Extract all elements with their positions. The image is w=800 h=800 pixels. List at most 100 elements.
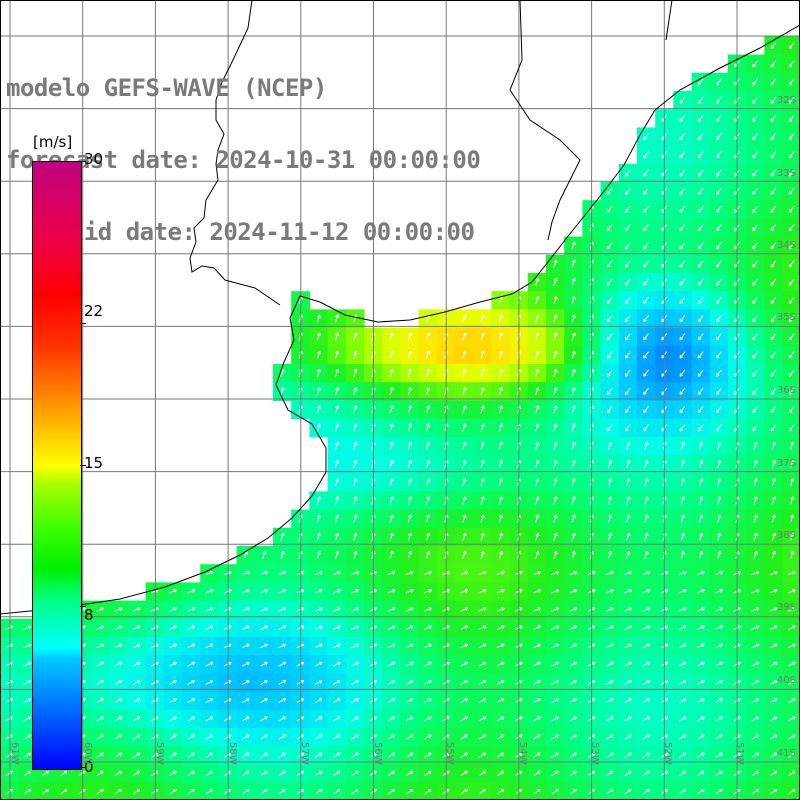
wind-arrow bbox=[334, 387, 340, 396]
wind-arrow bbox=[260, 770, 268, 777]
wind-arrow bbox=[551, 570, 560, 576]
wind-arrow bbox=[643, 169, 649, 177]
wind-arrow bbox=[624, 770, 632, 777]
wind-arrow bbox=[260, 589, 268, 594]
wind-arrow bbox=[752, 151, 759, 159]
wind-arrow bbox=[187, 643, 196, 649]
wind-arrow bbox=[387, 589, 396, 594]
wind-arrow bbox=[642, 752, 650, 758]
wind-arrow bbox=[717, 550, 722, 560]
wind-arrow bbox=[278, 570, 287, 576]
wind-arrow bbox=[243, 550, 249, 560]
wind-arrow bbox=[644, 441, 649, 450]
wind-arrow bbox=[769, 770, 778, 777]
wind-arrow bbox=[696, 643, 705, 649]
wind-arrow bbox=[405, 625, 414, 631]
wind-arrow bbox=[571, 277, 576, 287]
wind-arrow bbox=[353, 496, 358, 505]
wind-arrow bbox=[498, 332, 503, 341]
wind-arrow bbox=[625, 169, 631, 177]
wind-arrow bbox=[425, 405, 431, 414]
wind-arrow bbox=[716, 96, 722, 104]
lat-label-32s: 32S bbox=[776, 95, 796, 106]
wind-arrow bbox=[114, 698, 123, 704]
wind-arrow bbox=[353, 441, 358, 450]
wind-arrow bbox=[332, 643, 341, 649]
wind-arrow bbox=[460, 643, 469, 649]
wind-arrow bbox=[771, 478, 776, 487]
wind-arrow bbox=[334, 405, 340, 414]
wind-arrow bbox=[788, 224, 795, 232]
wind-arrow bbox=[753, 532, 758, 541]
wind-arrow bbox=[96, 679, 105, 685]
wind-arrow bbox=[624, 734, 632, 740]
wind-arrow bbox=[787, 607, 796, 612]
wind-arrow bbox=[787, 625, 796, 631]
wind-arrow bbox=[696, 570, 705, 576]
wind-arrow bbox=[788, 734, 796, 740]
wind-arrow bbox=[771, 514, 776, 523]
wind-arrow bbox=[770, 333, 777, 341]
wind-arrow bbox=[696, 698, 705, 704]
wind-arrow bbox=[205, 643, 214, 649]
wind-arrow bbox=[260, 679, 268, 685]
wind-arrow bbox=[607, 441, 613, 450]
wind-arrow bbox=[205, 770, 214, 777]
wind-arrow bbox=[478, 698, 487, 704]
wind-arrow bbox=[769, 589, 778, 594]
wind-arrow bbox=[187, 716, 196, 722]
wind-arrow bbox=[571, 532, 576, 541]
wind-arrow bbox=[553, 314, 558, 323]
wind-arrow bbox=[716, 296, 722, 304]
lon-label-59w: 59W bbox=[154, 742, 165, 765]
wind-arrow bbox=[169, 698, 177, 704]
wind-arrow bbox=[533, 679, 541, 685]
wind-arrow bbox=[462, 550, 467, 560]
lon-label-51w: 51W bbox=[734, 742, 745, 765]
wind-arrow bbox=[626, 514, 631, 523]
wind-arrow bbox=[314, 698, 323, 704]
wind-arrow bbox=[187, 752, 195, 758]
wind-arrow bbox=[624, 625, 632, 631]
wind-arrow bbox=[696, 589, 705, 594]
wind-arrow bbox=[533, 607, 541, 612]
wind-arrow bbox=[23, 770, 32, 777]
wind-arrow bbox=[751, 607, 760, 612]
model-name: modelo GEFS-WAVE (NCEP) bbox=[6, 74, 327, 102]
wind-arrow bbox=[242, 770, 250, 777]
wind-arrow bbox=[752, 387, 759, 395]
wind-arrow bbox=[498, 314, 503, 323]
wind-arrow bbox=[316, 405, 321, 414]
wind-arrow bbox=[480, 314, 485, 323]
wind-arrow bbox=[23, 734, 32, 740]
wind-arrow bbox=[551, 698, 560, 704]
wind-arrow bbox=[788, 369, 795, 377]
wind-arrow bbox=[460, 788, 468, 795]
wind-arrow bbox=[606, 752, 614, 758]
wind-arrow bbox=[643, 205, 649, 213]
wind-arrow bbox=[478, 788, 487, 795]
wind-arrow bbox=[460, 752, 468, 758]
colorbar-tick-22: 22 bbox=[84, 302, 104, 320]
wind-arrow bbox=[697, 315, 704, 323]
wind-arrow bbox=[752, 114, 759, 122]
wind-arrow bbox=[715, 643, 723, 649]
wind-arrow bbox=[423, 661, 432, 667]
wind-arrow bbox=[333, 752, 341, 758]
wind-arrow bbox=[715, 607, 723, 612]
wind-arrow bbox=[678, 679, 687, 685]
wind-arrow bbox=[678, 570, 687, 576]
wind-arrow bbox=[551, 607, 560, 612]
wind-arrow bbox=[407, 387, 412, 396]
country-border-line bbox=[509, 0, 581, 241]
wind-arrow bbox=[696, 625, 705, 631]
wind-arrow bbox=[478, 607, 487, 612]
wind-arrow bbox=[332, 679, 341, 685]
wind-arrow bbox=[498, 550, 503, 560]
wind-arrow bbox=[679, 387, 686, 395]
wind-arrow bbox=[752, 278, 759, 286]
wind-arrow bbox=[314, 716, 323, 722]
wind-arrow bbox=[606, 333, 613, 341]
